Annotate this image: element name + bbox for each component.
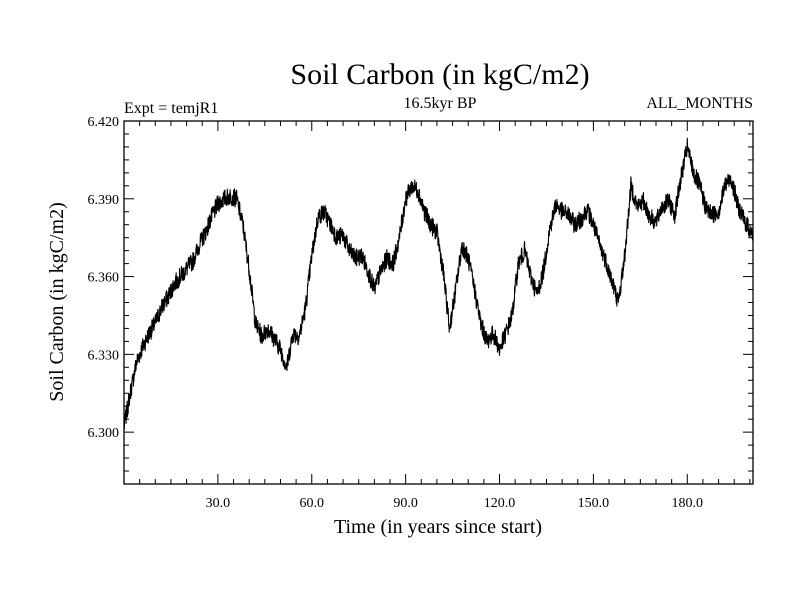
tick-label-layer: 30.0 60.0 90.0 120.0 150.0 180.0 6.300 6.330 6.3… <box>88 115 704 511</box>
y-axis-title: Soil Carbon (in kgC/m2) <box>46 202 68 401</box>
experiment-label: Expt = temjR1 <box>124 100 218 117</box>
y-tick-label: 6.360 <box>88 271 120 286</box>
x-tick-label: 60.0 <box>300 496 325 511</box>
x-tick-label: 180.0 <box>672 496 704 511</box>
plot-frame <box>123 120 754 485</box>
x-tick-label: 90.0 <box>393 496 418 511</box>
months-label: ALL_MONTHS <box>646 95 753 112</box>
y-tick-label: 6.390 <box>88 193 120 208</box>
x-tick-label: 150.0 <box>578 496 610 511</box>
soil-carbon-series-line <box>123 137 754 430</box>
x-tick-label: 120.0 <box>484 496 516 511</box>
y-tick-label: 6.300 <box>88 426 120 441</box>
y-tick-label: 6.330 <box>88 348 120 363</box>
x-axis-title: Time (in years since start) <box>334 516 542 538</box>
series-layer <box>123 137 754 430</box>
chart-title: Soil Carbon (in kgC/m2) <box>290 58 589 91</box>
chart-subtitle: 16.5kyr BP <box>404 95 477 112</box>
x-tick-label: 30.0 <box>206 496 231 511</box>
y-tick-label: 6.420 <box>88 115 120 130</box>
tick-layer <box>124 120 753 485</box>
